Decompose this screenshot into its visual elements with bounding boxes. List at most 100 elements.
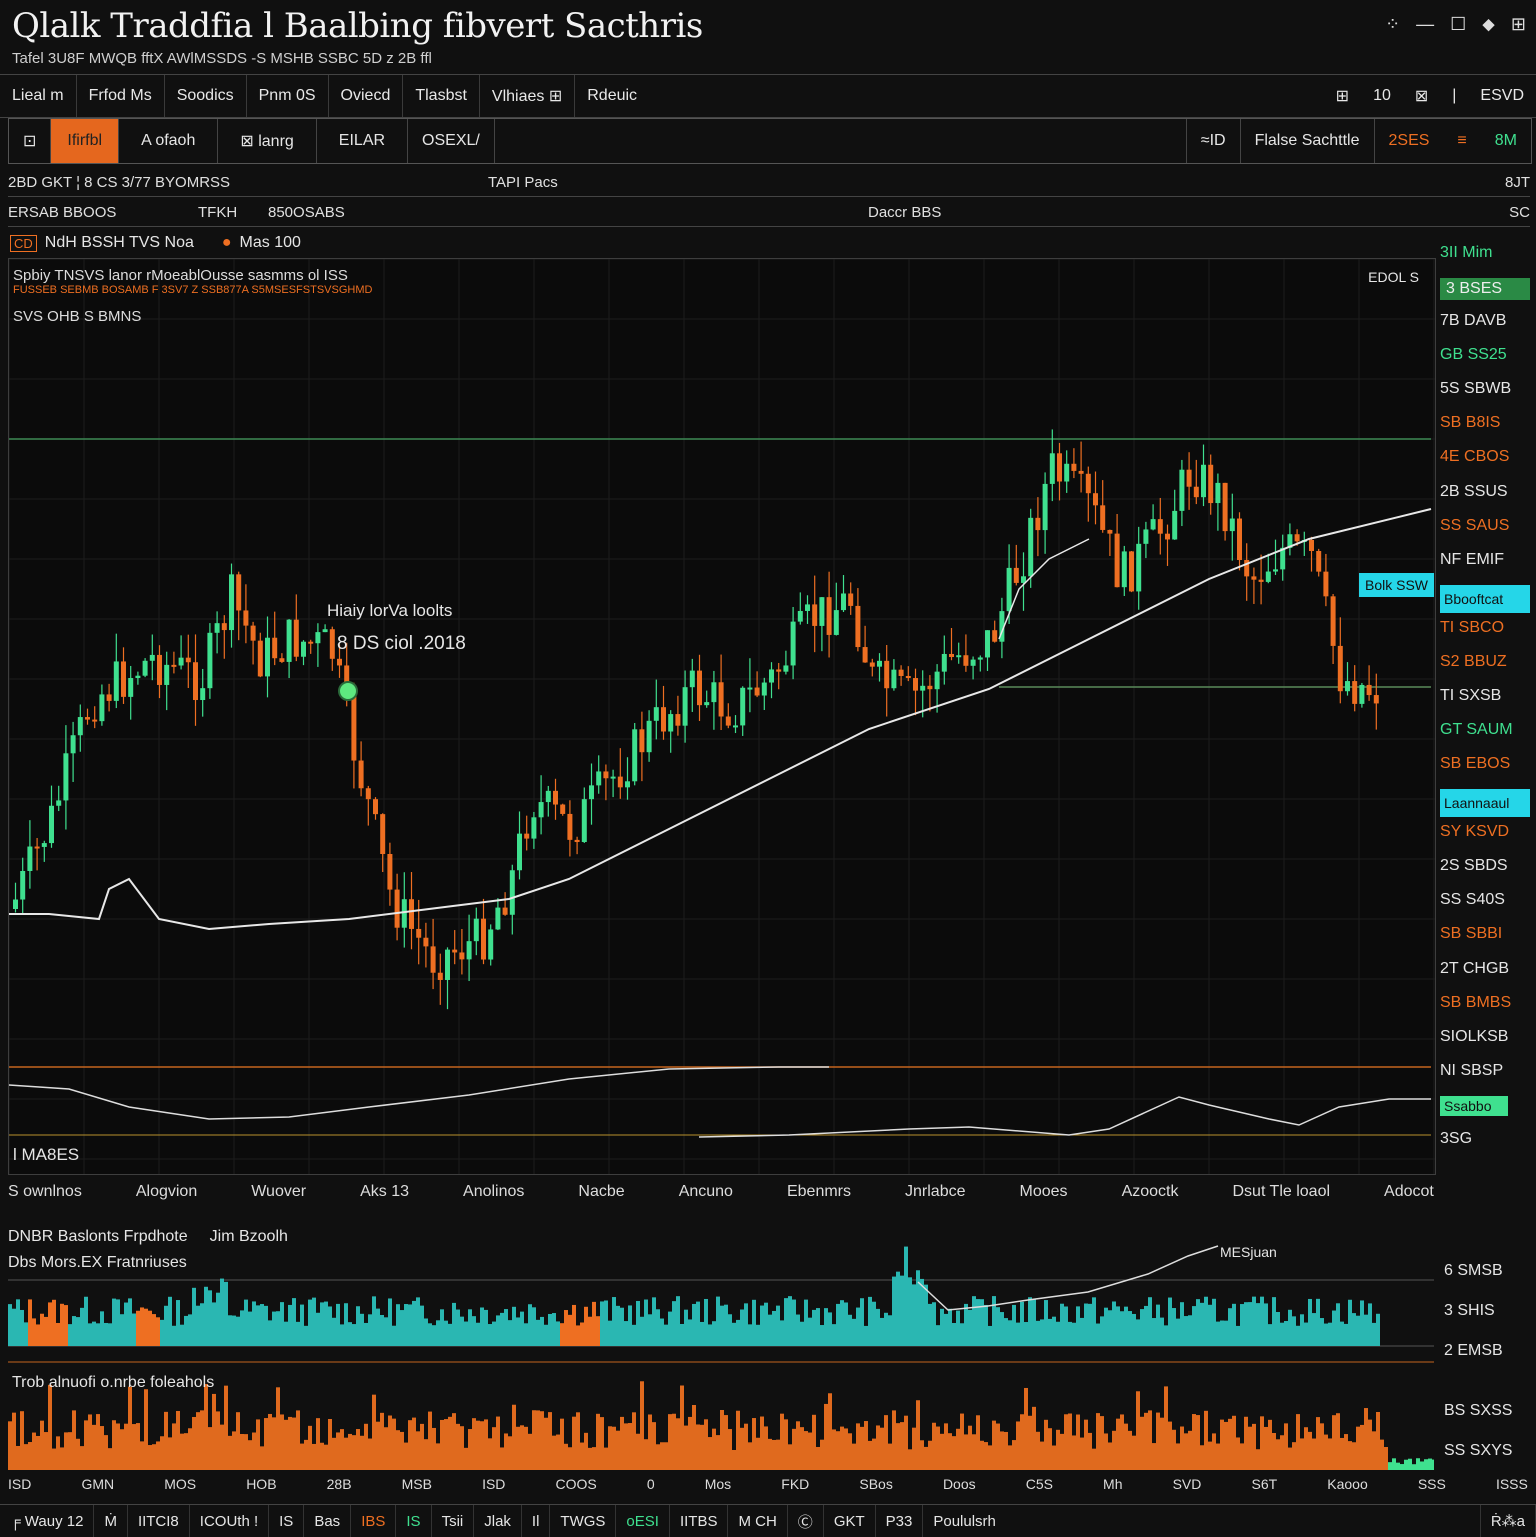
candle-body bbox=[661, 707, 666, 732]
toolbar-tab[interactable]: ⊠ lanrg bbox=[218, 119, 317, 163]
status-item[interactable]: oESI bbox=[616, 1505, 670, 1537]
menu-count[interactable]: 10 bbox=[1373, 87, 1391, 104]
volume-bar bbox=[312, 1443, 316, 1470]
volume-bar bbox=[668, 1414, 672, 1470]
status-item[interactable]: IITBS bbox=[670, 1505, 729, 1537]
status-item[interactable]: Ⓒ bbox=[788, 1505, 824, 1537]
chart-corner-label: EDOL S bbox=[1368, 269, 1419, 285]
volume-panel[interactable]: DNBR Baslonts Frpdhote Jim Bzoolh Dbs Mo… bbox=[8, 1222, 1436, 1472]
price-chart[interactable]: Spbiy TNSVS lanor rMoeablOusse sasmms ol… bbox=[8, 258, 1436, 1175]
volume-bar bbox=[980, 1440, 984, 1470]
volume-bar bbox=[1008, 1445, 1012, 1470]
status-item[interactable]: IBS bbox=[351, 1505, 397, 1537]
toolbar-tab[interactable]: OSEXL/ bbox=[408, 119, 495, 163]
candlestick-chart[interactable] bbox=[8, 258, 1435, 1174]
volume-bar bbox=[820, 1439, 824, 1470]
menu-item[interactable]: Lieal m bbox=[0, 75, 77, 117]
bottom-axis-label: Mos bbox=[704, 1476, 732, 1492]
close-icon[interactable]: ⊞ bbox=[1510, 14, 1526, 34]
status-item[interactable]: Ṁ bbox=[94, 1505, 128, 1537]
candle-body bbox=[596, 771, 602, 786]
volume-bar bbox=[1040, 1319, 1044, 1346]
candle-body bbox=[725, 716, 731, 726]
toolbar-tab[interactable]: EILAR bbox=[317, 119, 409, 163]
toolbar-tab-active[interactable]: Ifirfbl bbox=[51, 119, 120, 163]
volume-bar bbox=[332, 1317, 336, 1346]
toolbar-search[interactable]: Flalse Sachttle bbox=[1241, 119, 1375, 163]
volume-bar bbox=[276, 1311, 280, 1346]
volume-bar bbox=[24, 1444, 28, 1470]
layout-icon[interactable]: ⊞ bbox=[1335, 88, 1350, 105]
volume-bar bbox=[696, 1301, 700, 1346]
volume-bar bbox=[280, 1414, 284, 1470]
status-item[interactable]: Jlak bbox=[474, 1505, 522, 1537]
toolbar-value[interactable]: 2SES bbox=[1388, 132, 1430, 149]
panel-icon[interactable]: ⊠ bbox=[1414, 88, 1429, 105]
status-item[interactable]: GKT bbox=[824, 1505, 876, 1537]
status-item[interactable]: Bas bbox=[304, 1505, 352, 1537]
grid-icon[interactable]: ⁘ bbox=[1385, 14, 1401, 34]
volume-bar bbox=[504, 1433, 508, 1470]
diamond-icon[interactable]: ⬥ bbox=[1482, 14, 1495, 34]
volume-bar bbox=[1068, 1413, 1072, 1470]
volume-bar bbox=[1068, 1321, 1072, 1346]
volume-bar bbox=[984, 1442, 988, 1470]
volume-bar bbox=[712, 1321, 716, 1346]
candle-body bbox=[1359, 684, 1365, 704]
volume-bar bbox=[284, 1321, 288, 1346]
volume-bar bbox=[588, 1447, 592, 1470]
status-item[interactable]: ╒ Wauy 12 bbox=[0, 1505, 95, 1537]
status-item[interactable]: Ṙ⁂a bbox=[1481, 1505, 1536, 1537]
volume-bar bbox=[1344, 1323, 1348, 1346]
status-item[interactable]: P33 bbox=[876, 1505, 924, 1537]
menu-item[interactable]: Soodics bbox=[165, 75, 247, 117]
volume-bar bbox=[52, 1448, 56, 1470]
status-item[interactable]: Tsii bbox=[432, 1505, 475, 1537]
toolbar-period[interactable]: 8M bbox=[1494, 132, 1517, 149]
toolbar-icon[interactable]: ⊡ bbox=[9, 119, 52, 163]
volume-bar bbox=[84, 1420, 88, 1470]
minimize-icon[interactable]: — bbox=[1416, 14, 1435, 34]
currency-selector[interactable]: ESVD bbox=[1480, 87, 1524, 104]
candle-body bbox=[452, 949, 458, 953]
indicator-dot-icon[interactable]: ● bbox=[221, 234, 232, 251]
status-item[interactable]: TWGS bbox=[550, 1505, 617, 1537]
status-item[interactable]: Poululsrh bbox=[923, 1505, 1481, 1537]
status-item[interactable]: M CH bbox=[728, 1505, 788, 1537]
volume-bar bbox=[1284, 1423, 1288, 1470]
volume-bar bbox=[1308, 1298, 1312, 1346]
bottom-axis-label: 28B bbox=[326, 1476, 352, 1492]
bottom-axis-label: 0 bbox=[646, 1476, 655, 1492]
volume-bar bbox=[880, 1317, 884, 1346]
candle-body bbox=[985, 630, 990, 658]
toolbar-tab[interactable]: A ofaoh bbox=[119, 119, 219, 163]
menu-item[interactable]: Tlasbst bbox=[403, 75, 480, 117]
menu-item[interactable]: Rdeuic bbox=[587, 87, 638, 104]
candle-body bbox=[531, 817, 537, 839]
status-item[interactable]: IITCI8 bbox=[128, 1505, 190, 1537]
volume-bar bbox=[1356, 1426, 1360, 1470]
candle-body bbox=[1316, 550, 1322, 572]
menu-item[interactable]: Pnm 0S bbox=[247, 75, 329, 117]
menu-icon[interactable]: ≡ bbox=[1457, 132, 1467, 149]
volume-bar bbox=[252, 1432, 256, 1470]
time-axis-label: Ancuno bbox=[678, 1183, 733, 1200]
status-item[interactable]: Il bbox=[522, 1505, 551, 1537]
status-item[interactable]: IS bbox=[396, 1505, 432, 1537]
toolbar-id[interactable]: ≈ID bbox=[1185, 119, 1241, 163]
maximize-icon[interactable]: ☐ bbox=[1450, 14, 1467, 34]
volume-bar bbox=[1404, 1459, 1408, 1470]
volume-bar bbox=[376, 1308, 380, 1346]
indicator-badge[interactable]: CD bbox=[10, 234, 37, 252]
menu-item[interactable]: Frfod Ms bbox=[77, 75, 165, 117]
menu-item[interactable]: Oviecd bbox=[329, 75, 404, 117]
volume-bar bbox=[1248, 1302, 1252, 1346]
volume-bar bbox=[1104, 1307, 1108, 1346]
volume-bar bbox=[160, 1436, 164, 1470]
status-item[interactable]: ICOUth ! bbox=[190, 1505, 270, 1537]
volume-bar bbox=[1152, 1318, 1156, 1346]
volume-chart[interactable] bbox=[8, 1222, 1436, 1472]
candle-body bbox=[1309, 539, 1314, 551]
menu-item[interactable]: Vlhiaes ⊞ bbox=[480, 75, 576, 117]
status-item[interactable]: IS bbox=[269, 1505, 305, 1537]
